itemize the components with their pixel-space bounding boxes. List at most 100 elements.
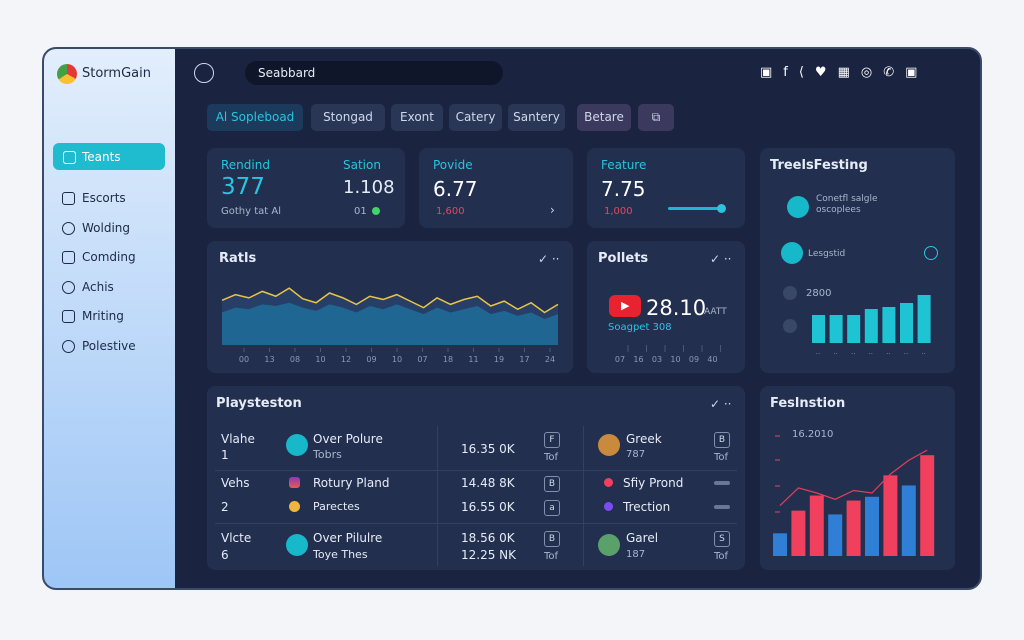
row-person: Greek bbox=[626, 432, 662, 446]
avatar bbox=[598, 534, 620, 556]
menu-icon[interactable] bbox=[194, 63, 214, 83]
row-label: Vlahe bbox=[221, 432, 255, 446]
avatar bbox=[286, 534, 308, 556]
row-sub: Parectes bbox=[313, 500, 360, 513]
nav-item[interactable]: Wolding bbox=[82, 221, 131, 235]
row-title: Rotury Pland bbox=[313, 476, 390, 490]
nav-item[interactable]: Teants bbox=[82, 150, 121, 164]
chevron[interactable]: › bbox=[550, 203, 555, 217]
card-title: Ratls bbox=[219, 251, 257, 266]
status-dot bbox=[372, 207, 380, 215]
nav-item[interactable]: Achis bbox=[82, 280, 114, 294]
sidebar bbox=[44, 49, 175, 588]
avatar bbox=[781, 242, 803, 264]
nav-item[interactable]: Escorts bbox=[82, 191, 126, 205]
row-amount: 12.25 NK bbox=[461, 548, 517, 562]
row-title: Over Polure bbox=[313, 432, 383, 446]
badge[interactable]: F bbox=[544, 432, 560, 448]
row-amount: 16.55 0K bbox=[461, 500, 515, 514]
brand: StormGain bbox=[82, 66, 151, 81]
stat-value: 1.108 bbox=[343, 177, 395, 198]
icon bbox=[289, 501, 300, 512]
card-menu[interactable]: ✓ ·· bbox=[538, 252, 560, 266]
row-tag: Tof bbox=[714, 551, 729, 562]
row-label: Vehs bbox=[221, 476, 250, 490]
play-icon bbox=[609, 295, 641, 317]
dot bbox=[604, 478, 613, 487]
card-title: Pollets bbox=[598, 251, 649, 266]
avatar bbox=[286, 434, 308, 456]
pollets-unit: AATT bbox=[704, 307, 727, 317]
icon bbox=[62, 222, 75, 235]
toolbar-icons[interactable]: ▣f⟨♥▦◎✆▣ bbox=[760, 65, 929, 80]
stat-card bbox=[587, 148, 745, 228]
nav-active[interactable] bbox=[53, 143, 165, 170]
row-tag: Tof bbox=[714, 452, 729, 463]
nav-item[interactable]: Comding bbox=[82, 250, 136, 264]
pollets-value: 28.10 bbox=[646, 296, 707, 320]
search-box[interactable] bbox=[245, 61, 503, 85]
tab[interactable]: Exont bbox=[391, 104, 443, 131]
row-sub: Toye Thes bbox=[313, 548, 368, 561]
icon bbox=[62, 251, 75, 264]
badge[interactable]: S bbox=[714, 531, 730, 547]
stat-label: Rendind bbox=[221, 158, 270, 172]
pollets-note: Soagpet 308 bbox=[608, 322, 672, 333]
nav-item[interactable]: Mriting bbox=[82, 309, 124, 323]
icon bbox=[63, 151, 76, 164]
search-text[interactable]: Seabbard bbox=[258, 66, 316, 80]
tab[interactable]: Betare bbox=[577, 104, 631, 131]
ratls-card bbox=[207, 241, 573, 373]
tab-icon[interactable]: ⧉ bbox=[638, 104, 674, 131]
slider[interactable] bbox=[668, 207, 723, 210]
avatar bbox=[787, 196, 809, 218]
row-sub: Tobrs bbox=[313, 448, 342, 461]
dot bbox=[604, 502, 613, 511]
stat-card bbox=[207, 148, 405, 228]
card-title: Feslnstion bbox=[770, 396, 846, 411]
card-menu[interactable]: ✓ ·· bbox=[710, 397, 732, 411]
stat-note: 1,000 bbox=[604, 206, 633, 217]
trend-label: 2800 bbox=[806, 288, 832, 299]
icon bbox=[62, 340, 75, 353]
stat-label: Feature bbox=[601, 158, 647, 172]
divider bbox=[583, 426, 584, 566]
tab[interactable]: Santery bbox=[508, 104, 565, 131]
pill bbox=[714, 505, 730, 509]
stat-note: 01 bbox=[354, 206, 367, 217]
tab[interactable]: Stongad bbox=[311, 104, 385, 131]
row-id: 187 bbox=[626, 549, 646, 560]
badge[interactable]: B bbox=[714, 432, 730, 448]
play-glyph: ▶ bbox=[621, 299, 630, 312]
row-num: 6 bbox=[221, 548, 229, 562]
stat-card bbox=[419, 148, 573, 228]
row-num: 1 bbox=[221, 448, 229, 462]
divider bbox=[437, 426, 438, 566]
tab[interactable]: Catery bbox=[449, 104, 502, 131]
stat-value: 7.75 bbox=[601, 177, 646, 201]
divider bbox=[215, 523, 737, 524]
chart-label: 16.2010 bbox=[792, 429, 834, 440]
info-icon[interactable] bbox=[924, 246, 938, 260]
row-person: Garel bbox=[626, 531, 659, 545]
icon bbox=[62, 192, 75, 205]
row-amount: 18.56 0K bbox=[461, 531, 515, 545]
trend-item: Conetfl salgle oscoplees bbox=[816, 194, 878, 215]
badge[interactable]: B bbox=[544, 476, 560, 492]
card-menu[interactable]: ✓ ·· bbox=[710, 252, 732, 266]
row-tag: Tof bbox=[544, 452, 559, 463]
divider bbox=[215, 470, 737, 471]
row-title: Over Pilulre bbox=[313, 531, 383, 545]
badge[interactable]: a bbox=[544, 500, 560, 516]
stat-note: Gothy tat Al bbox=[221, 206, 281, 217]
pill bbox=[714, 481, 730, 485]
row-num: 2 bbox=[221, 500, 229, 514]
nav-item[interactable]: Polestive bbox=[82, 339, 136, 353]
badge[interactable]: B bbox=[544, 531, 560, 547]
slider-knob[interactable] bbox=[717, 204, 726, 213]
feslnstion-card bbox=[760, 386, 955, 570]
stat-note: 1,600 bbox=[436, 206, 465, 217]
stat-value: 377 bbox=[221, 174, 265, 200]
tab[interactable]: Al Sopleboad bbox=[207, 104, 303, 131]
